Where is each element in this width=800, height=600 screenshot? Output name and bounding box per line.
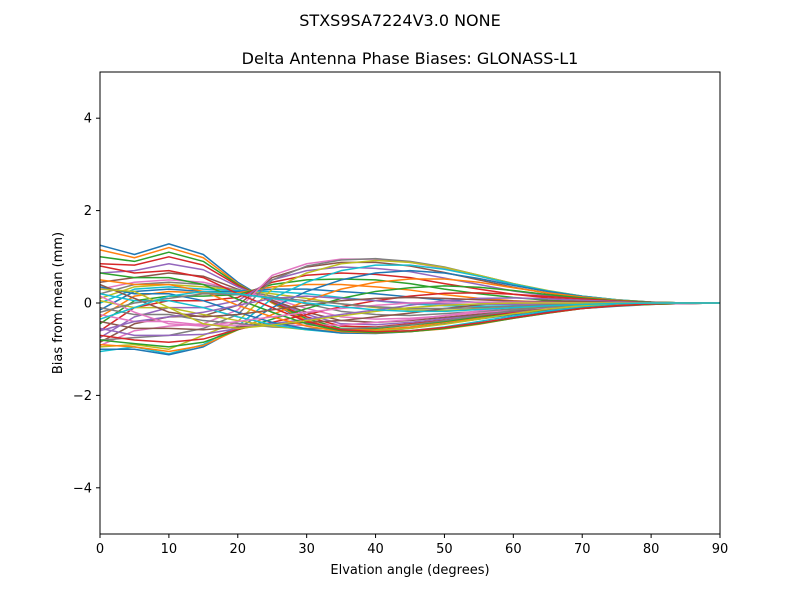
y-axis-label: Bias from mean (mm) [51,232,66,374]
y-tick-label: 0 [84,297,92,312]
x-tick-label: 70 [574,542,591,557]
y-tick-label: −4 [73,481,92,496]
x-tick-label: 60 [505,542,522,557]
y-axis: −4 −2 0 2 4 [73,112,100,496]
x-tick-label: 40 [367,542,384,557]
x-tick-label: 80 [643,542,660,557]
series-line [100,265,720,333]
series-line [100,290,720,320]
x-tick-label: 30 [298,542,315,557]
y-tick-label: 4 [84,112,92,127]
x-axis: 0 10 20 30 40 50 60 70 80 90 [96,534,728,557]
x-tick-label: 90 [712,542,729,557]
chart-suptitle: STXS9SA7224V3.0 NONE [299,11,500,30]
series-layer [100,243,720,356]
x-tick-label: 0 [96,542,104,557]
x-tick-label: 10 [161,542,178,557]
y-tick-label: −2 [73,389,92,404]
x-axis-label: Elvation angle (degrees) [330,563,489,578]
y-tick-label: 2 [84,204,92,219]
chart-title: Delta Antenna Phase Biases: GLONASS-L1 [242,49,579,68]
x-tick-label: 50 [436,542,453,557]
x-tick-label: 20 [230,542,247,557]
